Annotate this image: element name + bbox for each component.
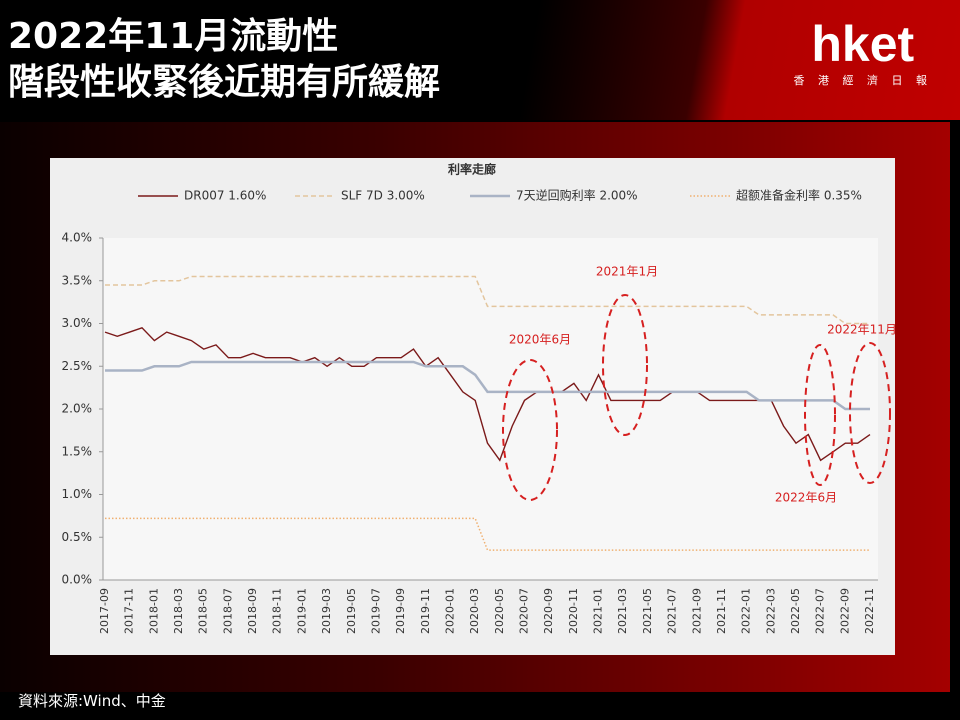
x-tick-label: 2021-03 [616, 588, 629, 634]
y-tick-label: 3.0% [62, 316, 93, 330]
series-line [104, 326, 871, 462]
series-line [105, 360, 870, 411]
series-line [105, 275, 870, 325]
x-tick-label: 2022-07 [814, 588, 827, 634]
x-tick-label: 2022-09 [838, 588, 851, 634]
y-tick-label: 4.0% [62, 231, 93, 245]
x-tick-label: 2021-09 [690, 588, 703, 634]
legend-label: 超额准备金利率 0.35% [736, 188, 862, 203]
plot-area [103, 238, 878, 580]
series-line [105, 517, 870, 551]
x-tick-label: 2022-03 [764, 588, 777, 634]
y-tick-label: 2.5% [62, 359, 93, 373]
x-tick-label: 2018-03 [172, 588, 185, 634]
x-tick-label: 2018-11 [271, 588, 284, 634]
x-tick-label: 2019-01 [295, 588, 308, 634]
logo[interactable]: hket 香 港 經 濟 日 報 [794, 16, 932, 88]
x-tick-label: 2021-07 [666, 588, 679, 634]
x-tick-label: 2018-09 [246, 588, 259, 634]
highlight-ellipse [849, 342, 891, 484]
highlight-ellipse [602, 294, 648, 436]
legend-label: 7天逆回购利率 2.00% [516, 188, 638, 203]
x-tick-label: 2019-05 [345, 588, 358, 634]
x-tick-label: 2018-05 [197, 588, 210, 634]
y-tick-label: 0.0% [62, 573, 93, 587]
y-tick-label: 1.0% [62, 487, 93, 501]
x-tick-label: 2022-11 [863, 588, 876, 634]
header-band [0, 0, 960, 120]
annotation: 2021年1月 [596, 265, 658, 279]
x-tick-label: 2021-11 [715, 588, 728, 634]
x-tick-label: 2019-09 [394, 588, 407, 634]
legend-label: SLF 7D 3.00% [341, 189, 425, 203]
source: 資料來源:Wind、中金 [18, 692, 166, 710]
highlight-ellipse [502, 359, 558, 501]
x-tick-label: 2020-11 [567, 588, 580, 634]
chart-title: 利率走廊 [448, 162, 496, 177]
logo-name: hket [811, 16, 915, 72]
x-tick-label: 2017-11 [123, 588, 136, 634]
x-tick-label: 2018-01 [147, 588, 160, 634]
chart: 利率走廊 0.0% 0.5% 1.0% 1.5% 2.0% 2.5% 3.0% 3.5% 4.0… [50, 158, 895, 655]
x-tick-label: 2020-05 [493, 588, 506, 634]
annotation: 2022年6月 [775, 491, 837, 505]
x-tick-label: 2017-09 [98, 588, 111, 634]
x-tick-label: 2019-03 [320, 588, 333, 634]
headline-line: 階段性收緊後近期有所緩解 [8, 62, 441, 103]
annotation: 2022年11月 [827, 323, 895, 337]
y-tick-label: 1.5% [62, 444, 93, 458]
y-tick-label: 3.5% [62, 273, 93, 287]
y-tick-label: 0.5% [62, 530, 93, 544]
headline: 2022年11月流動性 階段性收緊後近期有所緩解 [8, 14, 440, 106]
x-tick-label: 2020-01 [443, 588, 456, 634]
x-tick-label: 2020-03 [468, 588, 481, 634]
x-tick-label: 2021-05 [641, 588, 654, 634]
headline-line: 2022年11月流動性 [8, 16, 339, 57]
x-tick-label: 2022-01 [740, 588, 753, 634]
y-tick-label: 2.0% [62, 402, 93, 416]
x-tick-label: 2019-11 [419, 588, 432, 634]
x-tick-label: 2021-01 [592, 588, 605, 634]
legend-label: DR007 1.60% [184, 189, 266, 203]
annotation: 2020年6月 [509, 333, 571, 347]
logo-tagline: 香 港 經 濟 日 報 [793, 74, 932, 87]
x-tick-label: 2020-09 [542, 588, 555, 634]
x-tick-label: 2018-07 [221, 588, 234, 634]
x-tick-label: 2022-05 [789, 588, 802, 634]
highlight-ellipse [804, 344, 836, 486]
x-tick-label: 2020-07 [518, 588, 531, 634]
x-tick-label: 2019-07 [369, 588, 382, 634]
